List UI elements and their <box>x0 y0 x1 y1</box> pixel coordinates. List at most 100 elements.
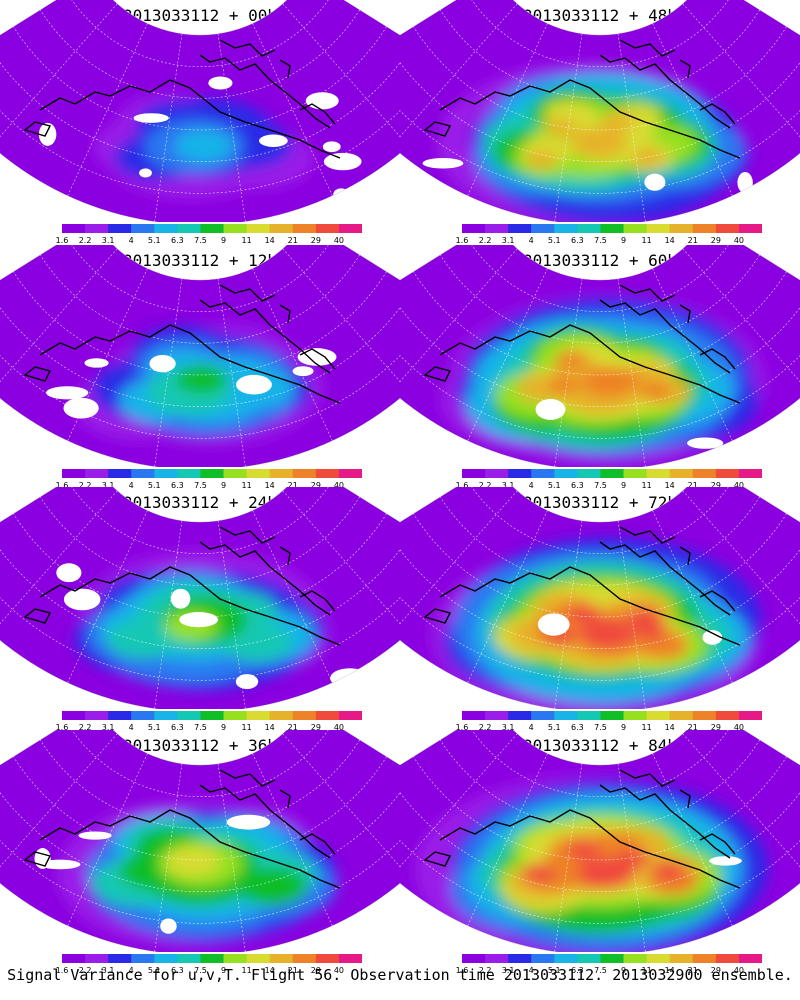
colorbar-swatch <box>738 469 762 478</box>
colorbar-tick-label: 1.6 <box>455 966 469 975</box>
colorbar-tick-label: 5.1 <box>547 481 561 490</box>
colorbar-tick-label: 40 <box>333 236 345 245</box>
colorbar-tick-label: 9 <box>620 966 627 975</box>
colorbar-tick-label: 7.5 <box>194 481 207 490</box>
colorbar-tick-label: 9 <box>220 723 227 732</box>
colorbar-swatch <box>154 711 178 720</box>
colorbar-tick-label: 1.6 <box>455 481 469 490</box>
colorbar-tick-label: 29 <box>310 966 321 975</box>
colorbar-tick-label: 11 <box>241 236 252 245</box>
colorbar-swatch <box>85 711 109 720</box>
colorbar-tick-label: 6.3 <box>171 236 184 245</box>
colorbar-tick-label: 1.6 <box>55 723 69 732</box>
colorbar-swatch <box>246 469 271 478</box>
colorbar-tick-label: 2.2 <box>78 481 92 490</box>
colorbar-swatch <box>554 224 578 233</box>
colorbar-swatch <box>246 224 271 233</box>
colorbar-tick-label: 40 <box>333 481 345 490</box>
colorbar-tick-label: 1.6 <box>455 236 469 245</box>
colorbar <box>462 469 762 478</box>
colorbar-tick-label: 2.2 <box>78 236 92 245</box>
colorbar <box>62 711 362 720</box>
colorbar-tick-label: 14 <box>664 723 675 732</box>
colorbar-swatch <box>692 954 717 963</box>
colorbar-swatch <box>485 954 509 963</box>
colorbar-swatch <box>177 954 201 963</box>
colorbar-tick-label: 4 <box>128 481 134 490</box>
colorbar-swatch <box>62 224 86 233</box>
forecast-panel: 2013033112 + 84h 1.6 2.2 3.1 4 5.1 6.3 7.5 9 11 14… <box>400 730 800 975</box>
colorbar-swatch <box>292 954 317 963</box>
colorbar-swatch <box>554 469 578 478</box>
colorbar-tick-label: 29 <box>710 966 721 975</box>
colorbar-tick-label: 4 <box>528 236 534 245</box>
colorbar-tick-label: 14 <box>264 236 275 245</box>
colorbar-swatch <box>131 469 155 478</box>
variance-map <box>400 730 800 952</box>
colorbar-swatch <box>485 224 509 233</box>
colorbar-tick-label: 21 <box>687 966 698 975</box>
colorbar-swatch <box>131 224 155 233</box>
colorbar-swatch <box>62 954 86 963</box>
colorbar-tick-label: 21 <box>287 481 298 490</box>
colorbar-swatch <box>738 711 762 720</box>
colorbar-swatch <box>623 469 648 478</box>
colorbar-swatch <box>669 711 694 720</box>
colorbar-tick-label: 14 <box>264 481 275 490</box>
colorbar-swatch <box>200 954 225 963</box>
colorbar-swatch <box>269 711 294 720</box>
colorbar-swatch <box>646 224 671 233</box>
colorbar-swatch <box>154 954 178 963</box>
colorbar-labels: 1.6 2.2 3.1 4 5.1 6.3 7.5 9 11 14 21 29 40 <box>456 236 762 248</box>
colorbar-swatch <box>154 469 178 478</box>
colorbar-tick-label: 5.1 <box>147 723 161 732</box>
colorbar-swatch <box>315 711 340 720</box>
forecast-panel: 2013033112 + 12h 1.6 2.2 3.1 4 5.1 6.3 7.5 9 11 14… <box>0 245 400 490</box>
colorbar-tick-label: 6.3 <box>171 723 184 732</box>
colorbar-tick-label: 29 <box>310 481 321 490</box>
colorbar-tick-label: 6.3 <box>571 236 584 245</box>
colorbar-tick-label: 11 <box>641 481 652 490</box>
colorbar-tick-label: 40 <box>733 723 745 732</box>
colorbar <box>462 711 762 720</box>
colorbar-tick-label: 3.1 <box>101 481 115 490</box>
colorbar-tick-label: 2.2 <box>78 723 92 732</box>
variance-map <box>0 245 400 467</box>
colorbar-tick-label: 2.2 <box>478 236 492 245</box>
colorbar-swatch <box>131 954 155 963</box>
colorbar <box>62 224 362 233</box>
colorbar-swatch <box>108 224 132 233</box>
colorbar-tick-label: 7.5 <box>194 966 207 975</box>
colorbar-tick-label: 40 <box>733 481 745 490</box>
colorbar-tick-label: 40 <box>333 723 345 732</box>
colorbar-swatch <box>669 469 694 478</box>
colorbar-swatch <box>177 224 201 233</box>
colorbar-tick-label: 11 <box>641 966 652 975</box>
colorbar-swatch <box>485 711 509 720</box>
colorbar-swatch <box>738 224 762 233</box>
colorbar-swatch <box>246 711 271 720</box>
colorbar-tick-label: 21 <box>687 723 698 732</box>
colorbar-tick-label: 7.5 <box>594 236 607 245</box>
variance-map <box>0 730 400 952</box>
colorbar-swatch <box>531 711 555 720</box>
colorbar-swatch <box>269 224 294 233</box>
colorbar-tick-label: 4 <box>528 723 534 732</box>
variance-map <box>0 0 400 222</box>
figure-caption: Signal Variance for u,v,T. Flight 56. Ob… <box>7 966 793 984</box>
colorbar <box>62 954 362 963</box>
colorbar-tick-label: 9 <box>620 481 627 490</box>
colorbar-tick-label: 21 <box>287 236 298 245</box>
colorbar <box>462 224 762 233</box>
forecast-panel: 2013033112 + 60h 1.6 2.2 3.1 4 5.1 6.3 7.5 9 11 14… <box>400 245 800 490</box>
colorbar-tick-label: 29 <box>710 481 721 490</box>
colorbar-swatch <box>623 711 648 720</box>
colorbar-swatch <box>623 224 648 233</box>
colorbar-tick-label: 7.5 <box>594 966 607 975</box>
colorbar-swatch <box>531 469 555 478</box>
colorbar-swatch <box>462 711 486 720</box>
colorbar-tick-label: 7.5 <box>594 481 607 490</box>
colorbar-swatch <box>485 469 509 478</box>
colorbar <box>62 469 362 478</box>
colorbar-swatch <box>177 469 201 478</box>
